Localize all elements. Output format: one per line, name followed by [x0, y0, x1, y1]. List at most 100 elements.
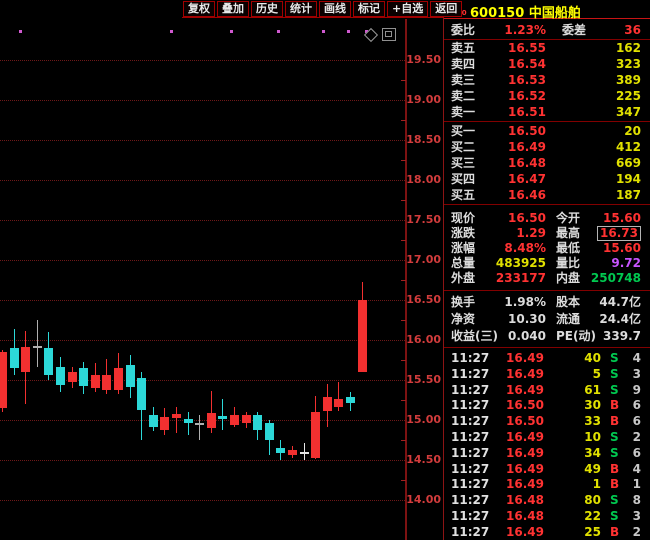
candle-body	[10, 348, 19, 368]
tick-row: 11:27 16.50 33 B 6	[444, 413, 650, 429]
fund-value: 339.7	[603, 329, 641, 343]
fund-value: 44.7亿	[599, 295, 641, 309]
panel-divider	[443, 0, 444, 540]
candle-body	[91, 375, 100, 388]
tick-count: 6	[632, 398, 641, 413]
axis-minor-tick	[401, 360, 406, 361]
weicha-label: 委差	[562, 23, 587, 37]
window-icon[interactable]	[382, 28, 396, 41]
ask-row-1[interactable]: 卖一 16.51 347	[444, 104, 650, 120]
bid-row-1[interactable]: 买一 16.50 20	[444, 123, 650, 139]
ask-row-4[interactable]: 卖四 16.54 323	[444, 56, 650, 72]
separator	[444, 290, 650, 291]
tick-price: 16.48	[506, 493, 544, 508]
candle-body	[102, 375, 111, 390]
candle-body	[323, 397, 332, 411]
tick-row: 11:27 16.49 5 S 3	[444, 366, 650, 382]
weibi-label: 委比	[451, 23, 476, 37]
candle-body	[172, 414, 181, 418]
tick-count: 9	[632, 382, 641, 397]
bid-row-2[interactable]: 买二 16.49 412	[444, 139, 650, 155]
candle-body	[358, 300, 367, 372]
candle-body	[21, 347, 30, 372]
lishi-button[interactable]: 历史	[251, 1, 283, 17]
tick-volume: 30	[584, 398, 601, 413]
axis-minor-tick	[401, 320, 406, 321]
tick-volume: 33	[584, 414, 601, 429]
axis-tick-label: 19.00	[406, 93, 441, 106]
ask-price: 16.53	[508, 73, 546, 87]
huaxian-button[interactable]: 画线	[319, 1, 351, 17]
bid-volume: 669	[615, 156, 641, 170]
tick-time: 11:27	[451, 382, 490, 397]
stat-value: 15.60	[603, 211, 641, 225]
candle-wick	[37, 320, 38, 367]
tick-time: 11:27	[451, 414, 490, 429]
tongji-button[interactable]: 统计	[285, 1, 317, 17]
fuquan-button[interactable]: 复权	[183, 1, 215, 17]
tick-count: 6	[632, 414, 641, 429]
bid-volume: 20	[624, 124, 641, 138]
tick-price: 16.49	[506, 351, 544, 365]
tick-count: 2	[632, 524, 641, 539]
tick-price: 16.49	[506, 445, 544, 460]
candle-body	[288, 450, 297, 455]
tick-time: 11:27	[451, 366, 490, 381]
tick-count: 6	[632, 445, 641, 460]
back-button[interactable]: 返回	[430, 1, 463, 17]
candle-wick	[304, 443, 305, 460]
candle-body	[195, 423, 204, 425]
tick-row: 11:27 16.49 40 S 4	[444, 350, 650, 366]
tick-volume: 22	[584, 509, 601, 523]
tick-time: 11:27	[451, 477, 490, 492]
ask-label: 卖二	[451, 89, 476, 103]
tick-row: 11:27 16.50 30 B 6	[444, 397, 650, 413]
biaoji-button[interactable]: 标记	[353, 1, 385, 17]
ask-row-2[interactable]: 卖二 16.52 225	[444, 88, 650, 104]
tick-time: 11:27	[451, 461, 490, 476]
tick-count: 3	[632, 509, 641, 523]
tick-volume: 25	[584, 524, 601, 539]
candle-wick	[199, 415, 200, 440]
axis-tick-label: 17.00	[406, 253, 441, 266]
candle-body	[184, 419, 193, 423]
tick-volume: 5	[592, 366, 601, 381]
axis-minor-tick	[401, 400, 406, 401]
bid-row-4[interactable]: 买四 16.47 194	[444, 171, 650, 187]
ask-price: 16.52	[508, 89, 546, 103]
axis-tick-label: 18.00	[406, 173, 441, 186]
fund-value: 10.30	[508, 312, 546, 326]
ask-volume: 225	[615, 89, 641, 103]
candle-wick	[222, 399, 223, 430]
tick-side: B	[610, 461, 620, 476]
ask-row-5[interactable]: 卖五 16.55 162	[444, 40, 650, 56]
bid-price: 16.46	[508, 188, 546, 202]
marker-dot-icon	[19, 30, 22, 33]
candle-wick	[338, 382, 339, 411]
axis-tick-label: 18.50	[406, 133, 441, 146]
tick-row: 11:27 16.49 49 B 4	[444, 461, 650, 477]
axis-tick-label: 16.00	[406, 333, 441, 346]
bid-price: 16.50	[508, 124, 546, 138]
ask-row-3[interactable]: 卖三 16.53 389	[444, 72, 650, 88]
bid-row-5[interactable]: 买五 16.46 187	[444, 187, 650, 203]
bid-label: 买三	[451, 156, 476, 170]
tick-time: 11:27	[451, 509, 490, 523]
tick-side: S	[610, 430, 619, 444]
stat-label: 现价	[451, 211, 476, 225]
stat-label: 今开	[556, 211, 581, 225]
candle-body	[265, 423, 274, 440]
add-watchlist-button[interactable]: +自选	[387, 1, 429, 17]
tick-volume: 1	[592, 477, 601, 492]
tick-count: 4	[632, 461, 641, 476]
kline-chart[interactable]	[0, 0, 405, 540]
candle-body	[230, 415, 239, 425]
axis-minor-tick	[401, 480, 406, 481]
bid-row-3[interactable]: 买三 16.48 669	[444, 155, 650, 171]
tick-volume: 34	[584, 445, 601, 460]
diejia-button[interactable]: 叠加	[217, 1, 249, 17]
candle-body	[68, 372, 77, 382]
axis-tick-label: 17.50	[406, 213, 441, 226]
tick-price: 16.49	[506, 430, 544, 444]
tick-volume: 49	[584, 461, 601, 476]
